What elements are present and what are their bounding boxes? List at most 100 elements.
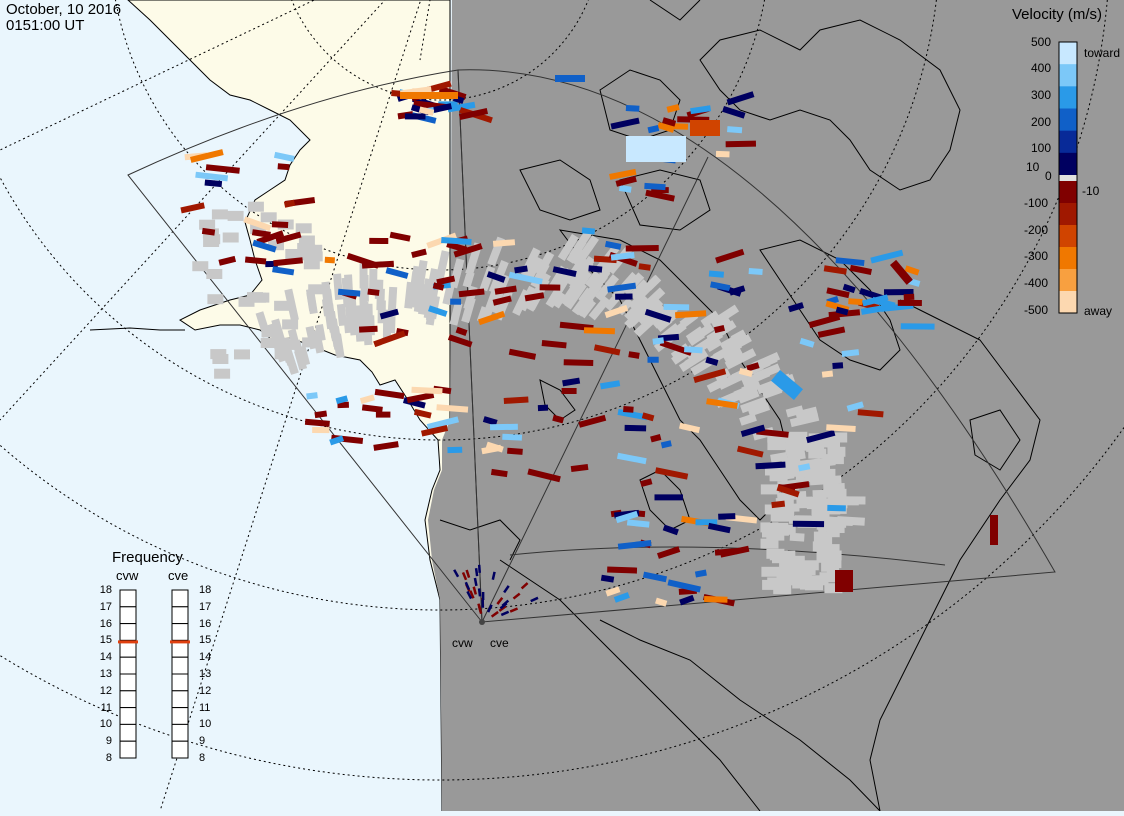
velocity-cell: [638, 263, 651, 271]
scatter-cell: [212, 354, 229, 364]
frequency-cell: [119, 723, 137, 742]
scatter-cell: [535, 251, 555, 277]
velocity-cell: [613, 592, 630, 603]
velocity-tick-label: 100: [1031, 141, 1052, 155]
frequency-tick-right: 14: [199, 651, 212, 664]
scatter-cell: [770, 511, 789, 522]
scatter-cell: [291, 250, 308, 261]
fov-boundary-inner: [509, 546, 946, 566]
frequency-cell: [171, 707, 189, 725]
velocity-tick-label: -200: [1024, 223, 1049, 237]
scatter-cell: [206, 269, 223, 279]
scatter-cell: [821, 544, 840, 555]
velocity-cell: [624, 424, 647, 432]
colorbar-swatch: [1059, 42, 1077, 65]
velocity-cell: [610, 252, 635, 261]
velocity-cell: [446, 241, 468, 253]
velocity-cell: [604, 304, 629, 319]
scatter-cell: [706, 375, 731, 393]
velocity-cell: [498, 605, 507, 612]
velocity-cell: [563, 359, 594, 367]
frequency-cell: [171, 673, 189, 692]
aleutian-arc: [89, 327, 185, 331]
velocity-cell: [835, 257, 865, 267]
colorbar-swatch: [1059, 225, 1077, 248]
scatter-cell: [775, 498, 794, 509]
velocity-cell: [337, 401, 349, 409]
velocity-cell: [426, 416, 460, 430]
scatter-cell: [552, 291, 567, 309]
scatter-cell: [761, 566, 780, 577]
velocity-cell: [616, 452, 647, 465]
velocity-cell: [499, 602, 508, 610]
scatter-cell: [747, 402, 771, 417]
velocity-cell: [740, 424, 766, 437]
velocity-cell: [400, 92, 458, 99]
frequency-title: Frequency: [112, 549, 183, 566]
velocity-cell: [846, 401, 864, 412]
scatter-cell: [585, 270, 602, 289]
scatter-cell: [594, 274, 620, 302]
velocity-cell: [615, 293, 633, 300]
colorbar-swatch: [1059, 247, 1077, 270]
scatter-cell: [207, 294, 224, 305]
velocity-cell: [860, 304, 890, 315]
velocity-cell: [482, 416, 498, 426]
velocity-cell: [524, 292, 545, 302]
frequency-tick-left: 14: [99, 651, 112, 664]
velocity-cell: [713, 324, 726, 334]
velocity-cell: [375, 411, 391, 418]
frequency-cell: [119, 707, 137, 725]
velocity-cell: [806, 429, 836, 444]
scatter-cell: [814, 535, 833, 546]
scatter-cell: [260, 338, 277, 348]
velocity-cell: [694, 569, 707, 578]
scatter-cell: [462, 271, 475, 288]
scatter-cell: [274, 349, 291, 360]
velocity-cell: [314, 410, 328, 419]
scatter-cell: [825, 454, 844, 465]
scatter-cell: [737, 388, 760, 404]
velocity-cell: [447, 101, 476, 113]
velocity-cell: [411, 386, 443, 395]
velocity-cell: [275, 231, 302, 245]
colorbar-swatch: [1059, 269, 1077, 292]
scatter-cell: [756, 380, 776, 394]
site-label-cve: cve: [490, 636, 509, 650]
frequency-cell: [171, 606, 189, 625]
velocity-cell: [492, 295, 512, 306]
scatter-cell: [260, 212, 277, 223]
velocity-cell: [329, 435, 345, 446]
scatter-cell: [321, 288, 332, 307]
velocity-cell: [588, 265, 603, 273]
frequency-cell: [119, 673, 137, 692]
velocity-cell: [835, 570, 853, 592]
frequency-tick-left: 15: [99, 634, 112, 647]
scatter-cell: [827, 446, 846, 457]
velocity-cell: [593, 344, 621, 356]
velocity-cell: [644, 182, 666, 191]
velocity-cell: [650, 434, 662, 443]
scatter-cell: [764, 504, 783, 515]
velocity-cell: [562, 377, 581, 387]
scatter-cell: [247, 201, 264, 212]
time-label: 0151:00 UT: [6, 17, 85, 34]
velocity-cell: [436, 275, 456, 286]
velocity-cell: [335, 395, 349, 405]
scatter-cell: [784, 570, 803, 581]
velocity-cell: [626, 519, 650, 528]
velocity-colorbar: [1058, 41, 1078, 314]
velocity-cell: [421, 424, 449, 437]
scatter-cell: [306, 251, 323, 262]
frequency-cell: [171, 656, 189, 675]
night-region: [428, 0, 1124, 811]
velocity-cell: [361, 260, 394, 269]
scatter-cell: [297, 243, 314, 253]
velocity-cell: [862, 294, 889, 307]
colorbar-swatch: [1059, 86, 1077, 109]
velocity-tick-label: 200: [1031, 115, 1052, 129]
velocity-cell: [512, 592, 521, 600]
velocity-cell: [835, 306, 849, 316]
velocity-cell: [489, 423, 518, 431]
